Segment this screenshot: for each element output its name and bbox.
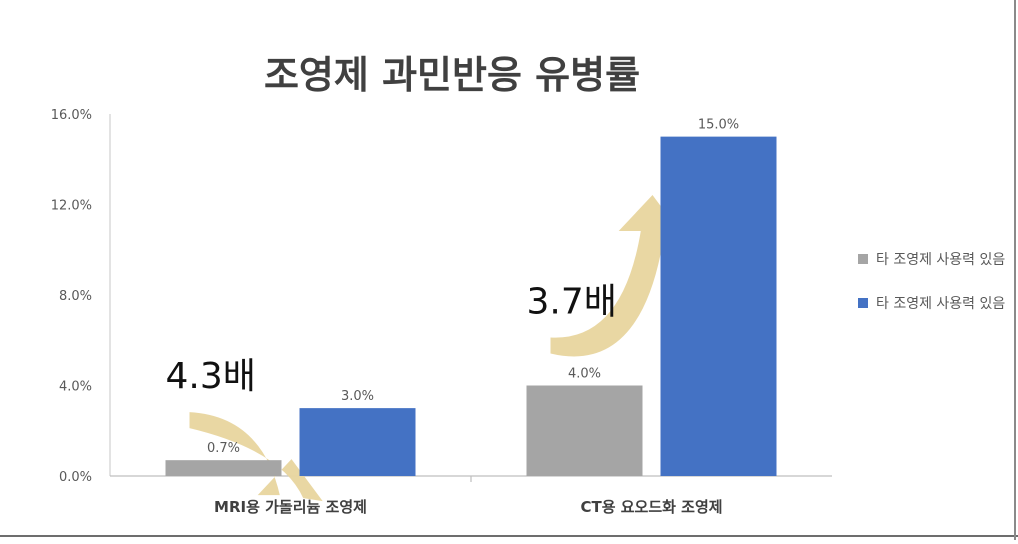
data-label: 4.0% bbox=[568, 367, 601, 382]
legend-label: 타 조영제 사용력 있음 bbox=[876, 252, 1005, 268]
data-label: 3.0% bbox=[341, 389, 374, 404]
annotation-text: 3.7배 bbox=[527, 282, 617, 323]
data-label: 0.7% bbox=[207, 441, 240, 456]
bar bbox=[526, 385, 643, 476]
y-tick-label: 4.0% bbox=[59, 380, 92, 395]
category-label: MRI용 가돌리늄 조영제 bbox=[214, 498, 367, 516]
legend-swatch bbox=[858, 298, 868, 308]
bottom-border bbox=[0, 535, 1018, 537]
legend-swatch bbox=[858, 254, 868, 264]
y-tick-label: 16.0% bbox=[51, 108, 92, 123]
chart-title: 조영제 과민반응 유병률 bbox=[264, 53, 640, 97]
annotation-arrow bbox=[189, 412, 323, 502]
annotation-arrow bbox=[550, 195, 684, 357]
legend-label: 타 조영제 사용력 있음 bbox=[876, 296, 1005, 312]
y-tick-label: 0.0% bbox=[59, 470, 92, 485]
bar bbox=[660, 136, 777, 476]
category-label: CT용 요오드화 조영제 bbox=[580, 498, 722, 516]
y-tick-label: 8.0% bbox=[59, 289, 92, 304]
y-tick-label: 12.0% bbox=[51, 199, 92, 214]
bar bbox=[299, 408, 416, 476]
right-border bbox=[1014, 0, 1016, 540]
data-label: 15.0% bbox=[698, 118, 739, 133]
annotation-text: 4.3배 bbox=[166, 356, 256, 397]
bar bbox=[165, 460, 282, 476]
